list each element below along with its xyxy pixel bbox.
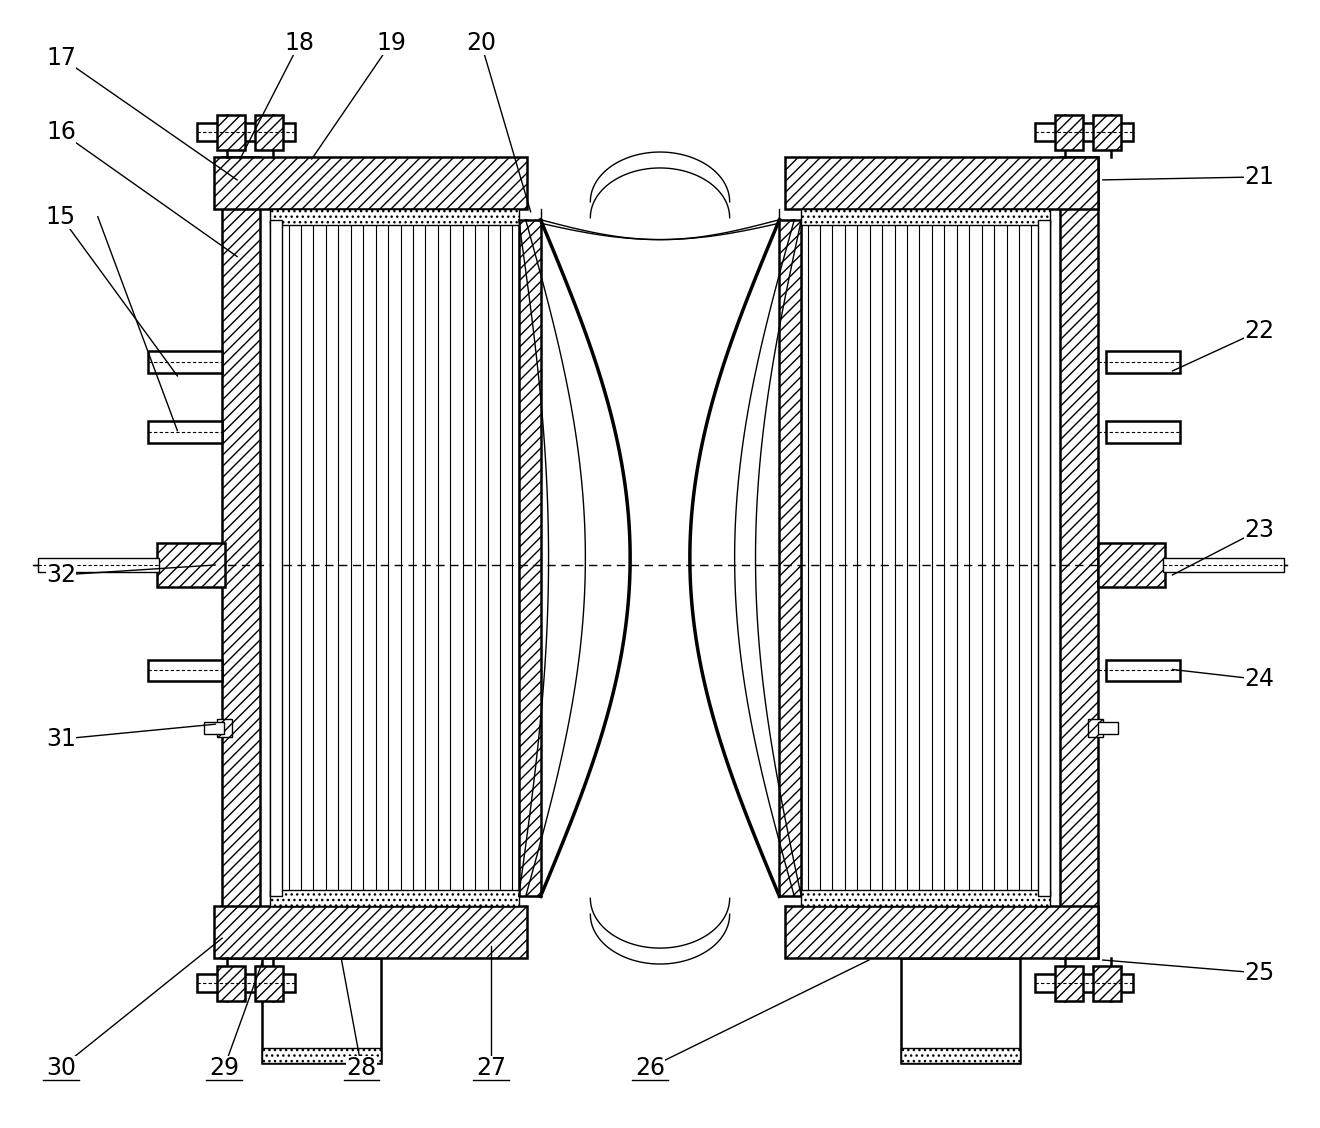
Text: 21: 21 — [1243, 165, 1274, 188]
Text: 18: 18 — [285, 30, 314, 54]
Bar — [148, 351, 222, 373]
Text: 23: 23 — [1243, 518, 1274, 543]
Bar — [779, 220, 801, 897]
Bar — [269, 220, 282, 897]
Text: 26: 26 — [635, 1056, 665, 1079]
Text: 30: 30 — [46, 1056, 77, 1079]
Text: 31: 31 — [46, 728, 77, 751]
Bar — [1088, 720, 1102, 737]
Bar — [197, 123, 294, 141]
Bar — [218, 966, 246, 1001]
Text: 16: 16 — [46, 121, 77, 144]
Bar — [1060, 157, 1098, 958]
Bar — [255, 966, 282, 1001]
Bar — [519, 220, 541, 897]
Bar — [1038, 220, 1051, 897]
Bar — [269, 209, 519, 224]
Bar — [900, 958, 1020, 1063]
Text: 29: 29 — [209, 1056, 239, 1079]
Bar — [785, 906, 1098, 958]
Bar — [1098, 722, 1118, 734]
Bar — [1098, 543, 1166, 587]
Bar — [1093, 966, 1121, 1001]
Text: 20: 20 — [466, 30, 496, 54]
Bar — [1106, 421, 1180, 442]
Bar — [1035, 123, 1133, 141]
Bar — [1106, 660, 1180, 681]
Text: 25: 25 — [1243, 961, 1274, 985]
Bar — [38, 558, 160, 572]
Bar — [214, 906, 527, 958]
Text: 22: 22 — [1243, 319, 1274, 343]
Text: 28: 28 — [346, 1056, 376, 1079]
Bar — [801, 209, 1051, 224]
Bar — [269, 220, 519, 897]
Bar — [801, 890, 1051, 906]
Text: 15: 15 — [46, 204, 77, 229]
Bar — [148, 660, 222, 681]
Bar — [1093, 115, 1121, 150]
Bar — [1055, 115, 1082, 150]
Bar — [157, 543, 226, 587]
Bar — [222, 157, 260, 958]
Bar — [269, 890, 519, 906]
Bar — [261, 1048, 381, 1063]
Text: 27: 27 — [475, 1056, 506, 1079]
Bar — [148, 421, 222, 442]
Bar — [205, 722, 224, 734]
Bar — [1035, 973, 1133, 992]
Bar — [261, 958, 381, 1063]
Bar — [1163, 558, 1284, 572]
Bar — [801, 220, 1051, 897]
Bar — [214, 157, 527, 209]
Text: 17: 17 — [46, 45, 77, 70]
Bar — [785, 157, 1098, 209]
Bar — [255, 115, 282, 150]
Bar — [197, 973, 294, 992]
Text: 24: 24 — [1243, 668, 1274, 691]
Text: 32: 32 — [46, 563, 77, 587]
Bar — [900, 1048, 1020, 1063]
Bar — [1106, 351, 1180, 373]
Bar — [1055, 966, 1082, 1001]
Text: 19: 19 — [376, 30, 407, 54]
Bar — [218, 115, 246, 150]
Bar — [218, 720, 232, 737]
